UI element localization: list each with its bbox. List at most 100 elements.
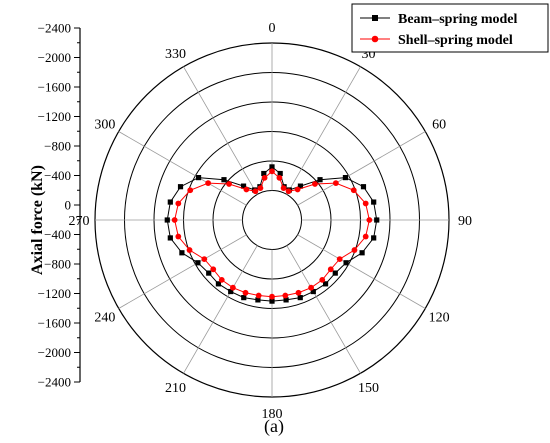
data-point-circle xyxy=(205,180,212,187)
data-point-circle xyxy=(312,181,318,187)
angular-tick-label: 330 xyxy=(165,47,186,62)
data-point-circle xyxy=(210,266,217,273)
legend-box xyxy=(351,3,549,53)
data-point-circle xyxy=(175,200,182,207)
data-point-circle xyxy=(327,266,334,273)
legend-marker-circle xyxy=(371,35,379,43)
data-point-square xyxy=(221,177,227,183)
data-point-circle xyxy=(280,185,287,192)
data-point-square xyxy=(240,183,247,189)
radial-tick-label: 0 xyxy=(65,198,72,213)
grid-spoke xyxy=(183,245,258,374)
radial-tick-label: −800 xyxy=(44,257,71,272)
angular-tick-label: 90 xyxy=(458,214,472,229)
data-series xyxy=(164,164,380,304)
data-point-circle xyxy=(366,217,373,223)
data-point-circle xyxy=(252,188,259,195)
radial-tick-label: −2400 xyxy=(38,21,71,36)
data-point-circle xyxy=(294,186,301,193)
data-point-square xyxy=(310,288,316,295)
data-point-circle xyxy=(269,168,275,175)
data-point-circle xyxy=(319,276,326,283)
grid-spoke xyxy=(118,234,247,309)
data-point-square xyxy=(342,174,349,181)
angular-tick-label: 120 xyxy=(429,311,450,326)
data-point-square xyxy=(322,281,329,287)
data-point-circle xyxy=(243,186,250,193)
grid-spoke xyxy=(183,66,258,195)
grid-spoke xyxy=(297,131,426,206)
radial-tick-label: −1200 xyxy=(38,286,71,301)
angular-tick-label: 150 xyxy=(358,381,379,396)
data-point-circle xyxy=(255,292,262,299)
angular-tick-label: 240 xyxy=(94,311,115,326)
data-point-circle xyxy=(332,180,339,187)
angular-spokes xyxy=(95,43,449,397)
data-point-square xyxy=(195,260,201,266)
data-point-square xyxy=(241,295,247,301)
data-point-square xyxy=(167,199,173,205)
data-point-circle xyxy=(230,284,236,291)
data-point-circle xyxy=(257,185,264,192)
y-axis-label: Axial force (kN) xyxy=(29,165,46,275)
data-point-circle xyxy=(201,256,208,262)
data-point-circle xyxy=(261,174,268,181)
data-point-circle xyxy=(285,188,292,195)
data-point-circle xyxy=(276,174,283,181)
grid-spoke xyxy=(118,131,247,206)
legend-marker-square xyxy=(372,15,378,21)
data-point-square xyxy=(255,297,261,303)
radial-tick-label: −2400 xyxy=(38,375,71,390)
data-point-square xyxy=(261,170,267,177)
data-point-square xyxy=(206,270,212,276)
data-point-circle xyxy=(336,256,343,262)
data-point-square xyxy=(371,199,377,205)
radial-tick-label: −1600 xyxy=(38,80,71,95)
data-point-square xyxy=(277,170,283,177)
data-point-circle xyxy=(295,289,302,296)
angular-tick-label: 180 xyxy=(262,407,283,422)
data-point-square xyxy=(269,164,275,170)
radial-tick-label: −2000 xyxy=(38,345,71,360)
data-point-square xyxy=(317,177,323,183)
data-point-square xyxy=(167,235,173,241)
data-point-square xyxy=(343,260,349,266)
radial-tick-label: −400 xyxy=(44,227,71,242)
legend-label: Beam–spring model xyxy=(398,12,518,27)
data-point-square xyxy=(179,250,185,256)
radial-tick-label: −400 xyxy=(44,168,71,183)
data-point-circle xyxy=(351,247,358,253)
data-point-square xyxy=(359,250,365,256)
data-point-square xyxy=(371,235,377,241)
data-point-square xyxy=(215,281,222,287)
grid-ring xyxy=(242,190,302,250)
data-point-circle xyxy=(308,284,314,291)
data-point-square xyxy=(177,184,184,190)
data-point-circle xyxy=(362,233,369,240)
figure-caption: (a) xyxy=(264,416,284,437)
data-point-square xyxy=(195,174,202,181)
legend: Beam–spring model Shell–spring model xyxy=(351,3,549,53)
radial-tick-label: −800 xyxy=(44,139,71,154)
data-point-circle xyxy=(186,247,193,253)
data-point-circle xyxy=(218,276,225,283)
data-point-square xyxy=(228,288,234,295)
data-point-square xyxy=(360,184,367,190)
angular-tick-label: 210 xyxy=(165,381,186,396)
data-point-square xyxy=(164,217,170,223)
angular-tick-label: 60 xyxy=(432,118,446,133)
data-point-square xyxy=(297,183,304,189)
grid-spoke xyxy=(286,245,361,374)
data-point-circle xyxy=(362,200,369,207)
data-point-circle xyxy=(350,187,357,194)
radial-axis: −2400 −2000 −1600 −1200 −800 −400 0 −400 −800 −12… xyxy=(38,21,81,390)
data-point-square xyxy=(332,270,338,276)
data-point-circle xyxy=(282,292,289,299)
radial-tick-label: −1600 xyxy=(38,316,71,331)
data-point-square xyxy=(297,295,303,301)
grid-spoke xyxy=(297,234,426,309)
legend-label: Shell–spring model xyxy=(398,33,513,48)
data-point-circle xyxy=(187,187,194,194)
